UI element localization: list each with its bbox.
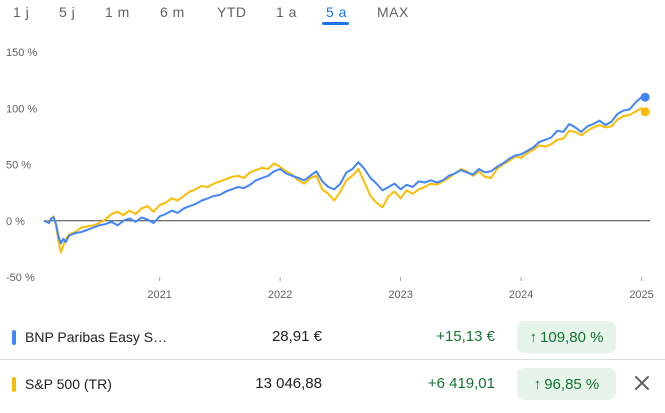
- active-tab-indicator: [322, 22, 349, 25]
- x-tick-label: 2024: [509, 289, 533, 301]
- series-change: +6 419,01: [427, 375, 495, 392]
- y-tick-label: 0 %: [6, 216, 25, 228]
- tab-5-days[interactable]: 5 j: [59, 4, 76, 20]
- x-tick-label: 2025: [629, 289, 653, 301]
- y-tick-label: 50 %: [6, 160, 31, 172]
- series-percent-badge: ↑ 109,80 %: [517, 321, 616, 353]
- series-name: BNP Paribas Easy S…: [25, 329, 168, 345]
- series-percent: 109,80 %: [540, 328, 604, 346]
- series-name: S&P 500 (TR): [25, 376, 112, 392]
- close-icon[interactable]: [631, 372, 653, 394]
- series-endpoint-sp500: [640, 107, 650, 117]
- series-line-bnp: [43, 96, 646, 245]
- tab-1-year[interactable]: 1 a: [276, 4, 297, 20]
- x-tick-label: 2022: [268, 289, 292, 301]
- series-change: +15,13 €: [436, 328, 495, 345]
- tab-ytd[interactable]: YTD: [217, 4, 247, 20]
- y-tick-label: -50 %: [6, 272, 35, 284]
- series-percent: 96,85 %: [544, 375, 600, 393]
- x-tick-label: 2021: [147, 289, 171, 301]
- range-tabs: 1 j 5 j 1 m 6 m YTD 1 a 5 a MAX: [0, 0, 665, 28]
- series-line-sp500: [43, 107, 646, 254]
- x-tick-label: 2023: [388, 289, 412, 301]
- arrow-up-icon: ↑: [529, 328, 538, 346]
- series-price: 28,91 €: [271, 328, 322, 345]
- y-tick-label: 100 %: [6, 103, 37, 115]
- legend-row-bnp[interactable]: BNP Paribas Easy S… 28,91 € +15,13 € ↑ 1…: [0, 314, 665, 360]
- arrow-up-icon: ↑: [533, 375, 542, 393]
- tab-1-day[interactable]: 1 j: [13, 4, 30, 20]
- tab-1-month[interactable]: 1 m: [105, 4, 130, 20]
- comparison-line-chart: 150 % 100 % 50 % 0 % -50 % 2021 2022 2023 2024 2…: [6, 47, 654, 301]
- tab-max[interactable]: MAX: [377, 4, 409, 20]
- series-percent-badge: ↑ 96,85 %: [517, 368, 616, 400]
- tab-5-years[interactable]: 5 a: [326, 4, 347, 20]
- series-color-swatch: [12, 330, 16, 345]
- series-price: 13 046,88: [255, 375, 322, 392]
- series-endpoint-bnp: [640, 92, 650, 102]
- legend-row-sp500[interactable]: S&P 500 (TR) 13 046,88 +6 419,01 ↑ 96,85…: [0, 361, 665, 407]
- y-tick-label: 150 %: [6, 47, 37, 59]
- series-color-swatch: [12, 377, 16, 392]
- tab-6-months[interactable]: 6 m: [160, 4, 185, 20]
